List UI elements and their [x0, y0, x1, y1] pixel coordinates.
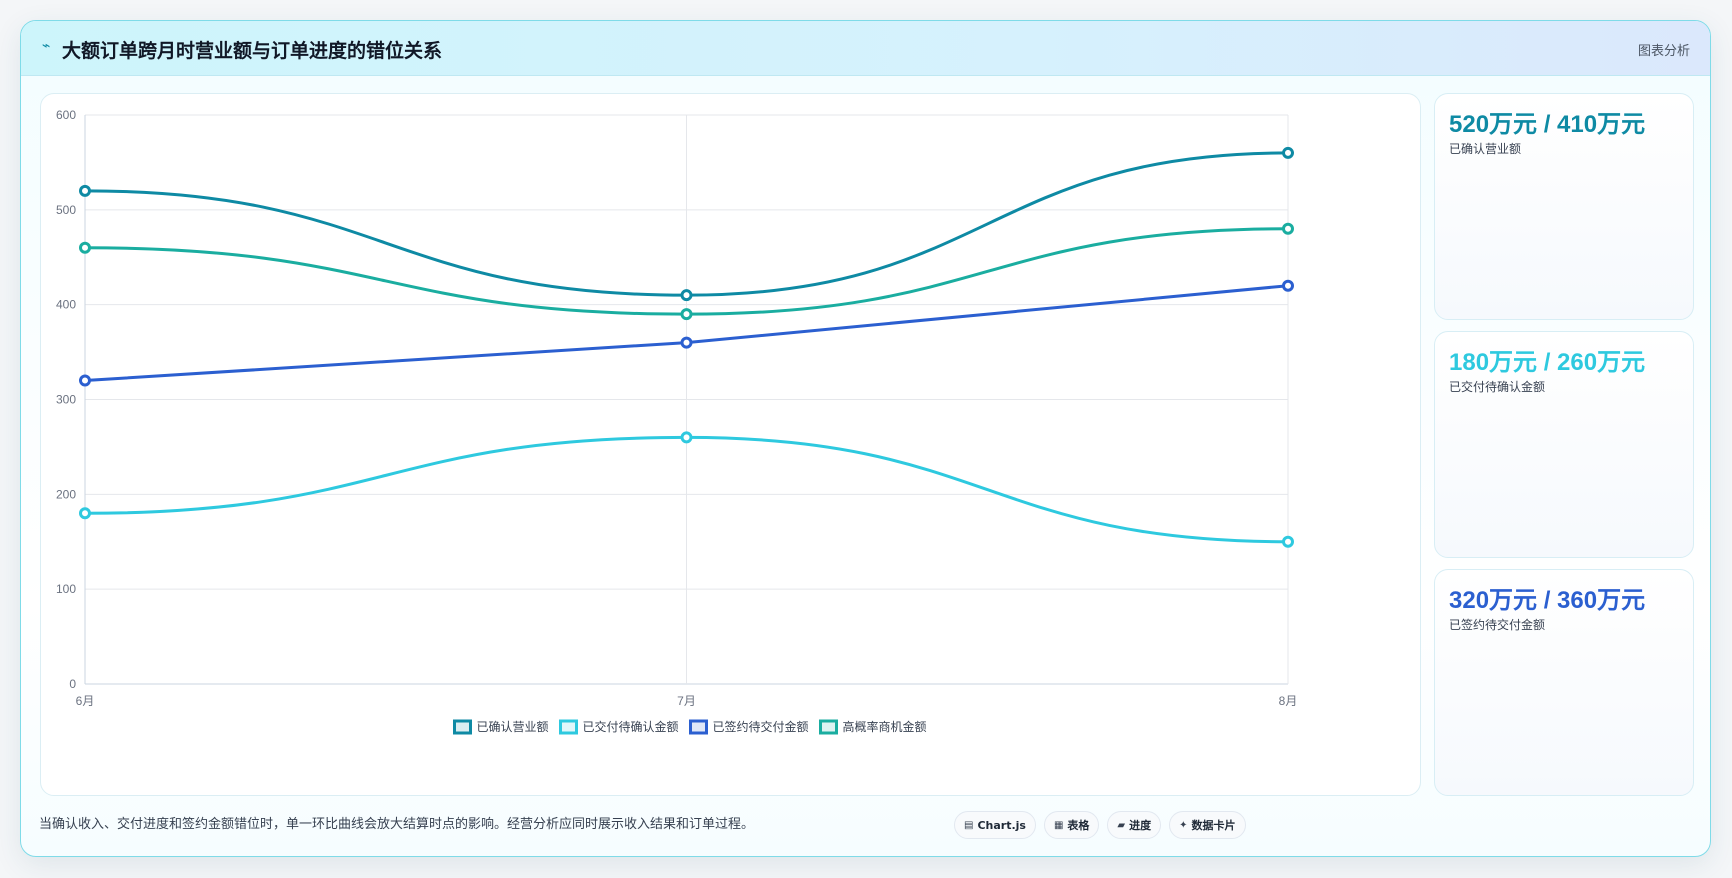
pill-label: Chart.js: [977, 818, 1026, 832]
legend-swatch: [453, 719, 472, 735]
data-point: [680, 336, 693, 349]
pill-chartjs[interactable]: ▤ Chart.js: [954, 811, 1036, 839]
panel-header: ⌁ 大额订单跨月时营业额与订单进度的错位关系 图表分析: [21, 21, 1710, 76]
legend-label: 已确认营业额: [477, 720, 549, 734]
stat-value: 180万元 / 260万元: [1449, 349, 1646, 376]
data-point: [680, 289, 693, 302]
stat-label: 已签约待交付金额: [1449, 618, 1546, 632]
chart-icon: ▤: [964, 819, 974, 831]
stat-value: 320万元 / 360万元: [1449, 587, 1646, 614]
legend-swatch: [819, 719, 838, 735]
data-point: [79, 241, 91, 254]
legend-label: 已签约待交付金额: [713, 719, 809, 734]
footer-note: 当确认收入、交付进度和签约金额错位时，单一环比曲线会放大结算时点的影响。经营分析…: [39, 817, 755, 832]
progress-icon: ▰: [1117, 819, 1126, 831]
pill-label: 数据卡片: [1191, 819, 1236, 832]
data-point: [79, 507, 91, 520]
page-title: 大额订单跨月时营业额与订单进度的错位关系: [62, 40, 443, 62]
y-tick-label: 500: [56, 203, 76, 217]
stat-card-1: 520万元 / 410万元 已确认营业额: [1434, 93, 1694, 320]
analysis-panel: ⌁ 大额订单跨月时营业额与订单进度的错位关系 图表分析 0 100 200 300 40…: [20, 20, 1711, 857]
data-point: [1282, 146, 1294, 159]
pill-label: 进度: [1129, 819, 1152, 832]
y-tick-label: 600: [56, 108, 76, 122]
pill-label: 表格: [1067, 819, 1090, 832]
pill-datacard[interactable]: ✦ 数据卡片: [1169, 811, 1246, 839]
data-point: [79, 374, 91, 387]
legend-label: 高概率商机金额: [843, 719, 927, 734]
tag-pills: ▤ Chart.js ▦ 表格 ▰ 进度 ✦ 数据卡片: [954, 811, 1246, 839]
y-tick-label: 0: [69, 677, 76, 691]
data-point: [680, 308, 693, 321]
y-tick-label: 100: [56, 582, 76, 596]
x-tick-label: 6月: [76, 694, 95, 708]
legend-swatch: [689, 719, 708, 735]
x-tick-label: 7月: [677, 694, 696, 708]
legend-label: 已交付待确认金额: [583, 719, 679, 734]
y-tick-label: 400: [56, 298, 76, 312]
pill-table[interactable]: ▦ 表格: [1043, 811, 1100, 839]
data-point: [680, 431, 693, 444]
x-tick-label: 8月: [1279, 694, 1298, 708]
header-tag: 图表分析: [1637, 44, 1690, 59]
table-icon: ▦: [1053, 819, 1064, 831]
stat-card-2: 180万元 / 260万元 已交付待确认金额: [1434, 331, 1694, 558]
data-point: [1282, 222, 1294, 235]
y-tick-label: 300: [56, 393, 76, 407]
stat-card-3: 320万元 / 360万元 已签约待交付金额: [1434, 569, 1694, 796]
stat-label: 已交付待确认金额: [1449, 380, 1546, 394]
pill-progress[interactable]: ▰ 进度: [1107, 811, 1162, 839]
card-icon: ✦: [1179, 819, 1188, 831]
legend-swatch: [559, 719, 578, 735]
stat-label: 已确认营业额: [1449, 142, 1522, 156]
chart-line-icon: ⌁: [42, 38, 51, 54]
data-point: [1282, 535, 1294, 548]
data-point: [79, 184, 91, 197]
data-point: [1282, 279, 1294, 292]
chart-card: 0 100 200 300 400 500 600 6月 7月 8月已确认营业额 已交付待确认金额 已…: [40, 93, 1421, 796]
y-tick-label: 200: [56, 487, 76, 501]
stat-value: 520万元 / 410万元: [1449, 111, 1646, 138]
